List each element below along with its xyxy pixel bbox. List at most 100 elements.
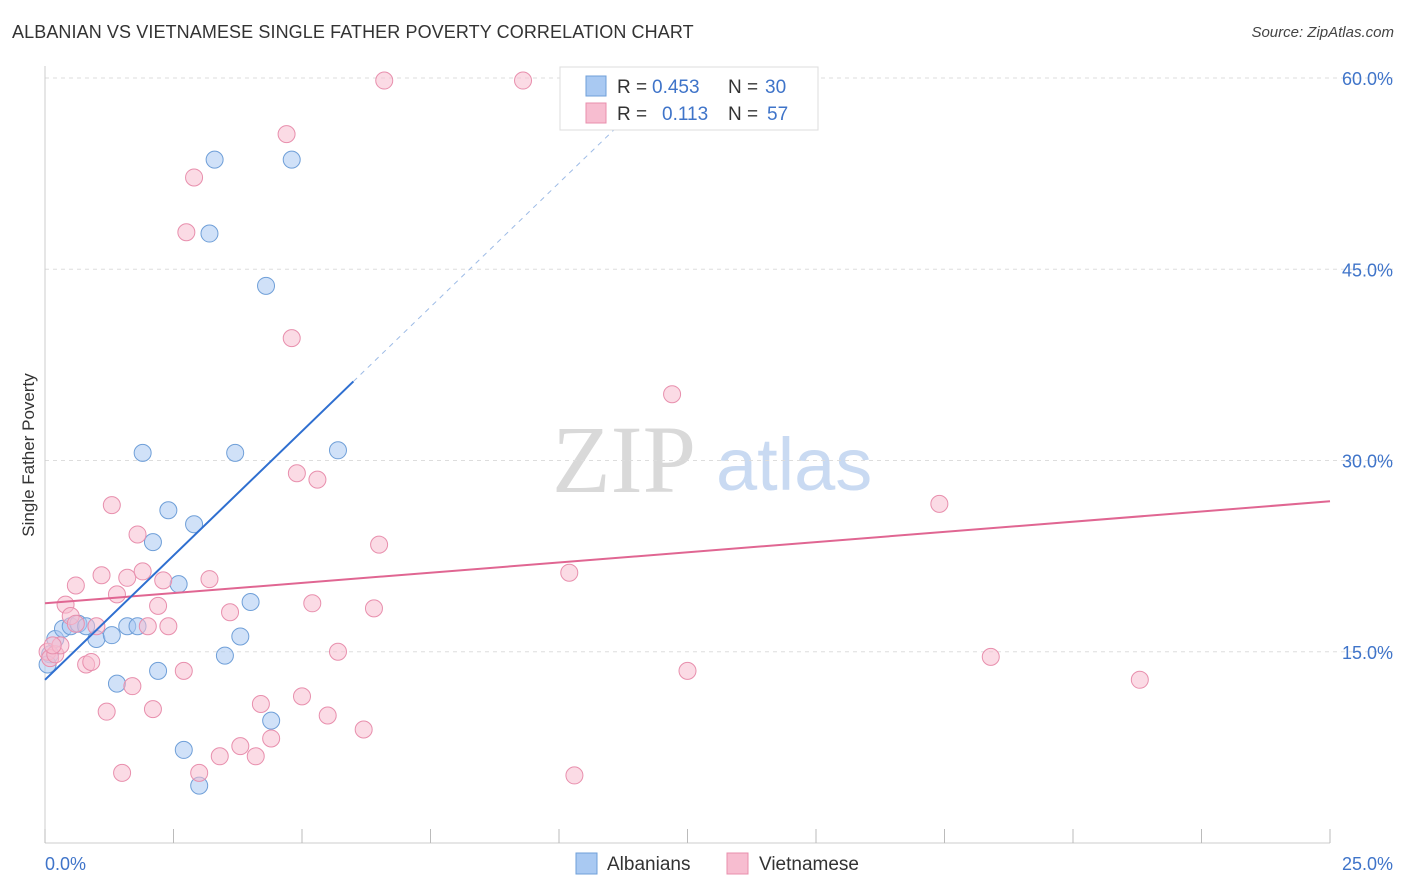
- vietnamese-point: [370, 535, 389, 554]
- vietnamese-point: [663, 385, 682, 404]
- vietnamese-point: [154, 571, 173, 590]
- stats-r-label-albanians: R =: [617, 77, 647, 98]
- vietnamese-point: [221, 603, 240, 622]
- vietnamese-point: [282, 329, 301, 348]
- stats-n-value-albanians: 30: [765, 77, 786, 98]
- x-tick-label-max: 25.0%: [1342, 854, 1393, 874]
- stats-n-label-vietnamese: N =: [728, 104, 758, 125]
- vietnamese-point: [159, 617, 178, 636]
- vietnamese-point: [143, 700, 162, 719]
- vietnamese-point: [277, 125, 296, 144]
- vietnamese-point: [930, 494, 949, 513]
- stats-legend: R = 0.453 N = 30 R = 0.113 N = 57: [559, 66, 819, 131]
- x-tick-label-min: 0.0%: [45, 854, 86, 874]
- vietnamese-point: [287, 464, 306, 483]
- stats-swatch-vietnamese: [585, 102, 607, 124]
- vietnamese-point: [354, 720, 373, 739]
- legend-swatch-albanians: [575, 852, 598, 875]
- albanians-point: [143, 533, 162, 552]
- albanians-point: [262, 711, 281, 730]
- watermark-zip: ZIP: [552, 406, 696, 513]
- albanians-point: [107, 674, 126, 693]
- albanians-point: [149, 661, 168, 680]
- y-tick-label: 15.0%: [1342, 643, 1393, 663]
- albanians-trendline-extension: [353, 103, 642, 382]
- vietnamese-point: [190, 763, 209, 782]
- y-tick-label: 60.0%: [1342, 69, 1393, 89]
- stats-n-value-vietnamese: 57: [767, 104, 788, 125]
- albanians-point: [169, 575, 188, 594]
- vietnamese-point: [251, 695, 270, 714]
- albanians-point: [159, 501, 178, 520]
- vietnamese-point: [246, 747, 265, 766]
- y-axis-label: Single Father Poverty: [19, 373, 38, 537]
- gridlines: [45, 77, 1393, 653]
- stats-r-value-albanians: 0.453: [652, 77, 700, 98]
- albanians-point: [282, 150, 301, 169]
- albanians-trendline: [44, 380, 355, 681]
- vietnamese-point: [149, 596, 168, 615]
- albanians-point: [257, 276, 276, 295]
- albanians-point: [205, 150, 224, 169]
- vietnamese-point: [210, 747, 229, 766]
- vietnamese-point: [102, 496, 121, 515]
- albanians-point: [231, 627, 250, 646]
- albanians-point: [200, 224, 219, 243]
- vietnamese-point: [92, 566, 111, 585]
- vietnamese-point: [560, 563, 579, 582]
- vietnamese-point: [128, 525, 147, 544]
- vietnamese-point: [231, 737, 250, 756]
- vietnamese-trendline: [44, 500, 1331, 605]
- stats-r-label-vietnamese: R =: [617, 104, 647, 125]
- vietnamese-point: [375, 71, 394, 90]
- legend-swatch-vietnamese: [726, 852, 749, 875]
- vietnamese-point: [66, 576, 85, 595]
- vietnamese-point: [107, 585, 126, 604]
- y-tick-label: 45.0%: [1342, 260, 1393, 280]
- albanians-point: [133, 443, 152, 462]
- y-tick-label: 30.0%: [1342, 452, 1393, 472]
- albanians-point: [328, 441, 347, 460]
- chart-title: ALBANIAN VS VIETNAMESE SINGLE FATHER POV…: [12, 22, 694, 42]
- vietnamese-point: [328, 642, 347, 661]
- vietnamese-point: [293, 687, 311, 706]
- albanians-point: [241, 593, 260, 612]
- vietnamese-point: [318, 706, 337, 725]
- series-legend: Albanians Vietnamese: [575, 852, 859, 875]
- stats-swatch-albanians: [585, 75, 607, 97]
- vietnamese-point: [87, 617, 106, 636]
- vietnamese-point: [82, 652, 101, 671]
- albanians-point: [226, 443, 245, 462]
- watermark-atlas: atlas: [716, 423, 872, 506]
- legend-label-albanians: Albanians: [607, 854, 690, 875]
- vietnamese-point: [97, 702, 116, 721]
- vietnamese-point: [308, 470, 327, 489]
- vietnamese-point: [138, 617, 157, 636]
- vietnamese-point: [303, 594, 322, 613]
- vietnamese-point: [174, 661, 193, 680]
- vietnamese-point: [118, 568, 137, 587]
- vietnamese-point: [123, 677, 142, 696]
- legend-label-vietnamese: Vietnamese: [759, 854, 859, 875]
- vietnamese-point: [185, 168, 204, 187]
- vietnamese-point: [514, 71, 533, 90]
- albanians-point: [102, 626, 121, 645]
- y-axis-tick-labels: 15.0% 30.0% 45.0% 60.0%: [1342, 69, 1393, 663]
- vietnamese-point: [200, 570, 219, 589]
- series-vietnamese-points: [38, 71, 1149, 785]
- vietnamese-point: [177, 223, 196, 242]
- source-label: Source: ZipAtlas.com: [1251, 24, 1394, 41]
- vietnamese-point: [133, 562, 152, 581]
- vietnamese-point: [43, 636, 62, 655]
- vietnamese-point: [565, 766, 584, 785]
- albanians-point: [215, 646, 234, 665]
- vietnamese-point: [262, 729, 281, 748]
- watermark: ZIP atlas: [552, 406, 872, 513]
- albanians-point: [185, 515, 204, 534]
- vietnamese-point: [678, 661, 697, 680]
- vietnamese-point: [1130, 670, 1149, 689]
- stats-r-value-vietnamese: 0.113: [662, 104, 708, 125]
- albanians-point: [174, 740, 193, 759]
- stats-n-label-albanians: N =: [728, 77, 758, 98]
